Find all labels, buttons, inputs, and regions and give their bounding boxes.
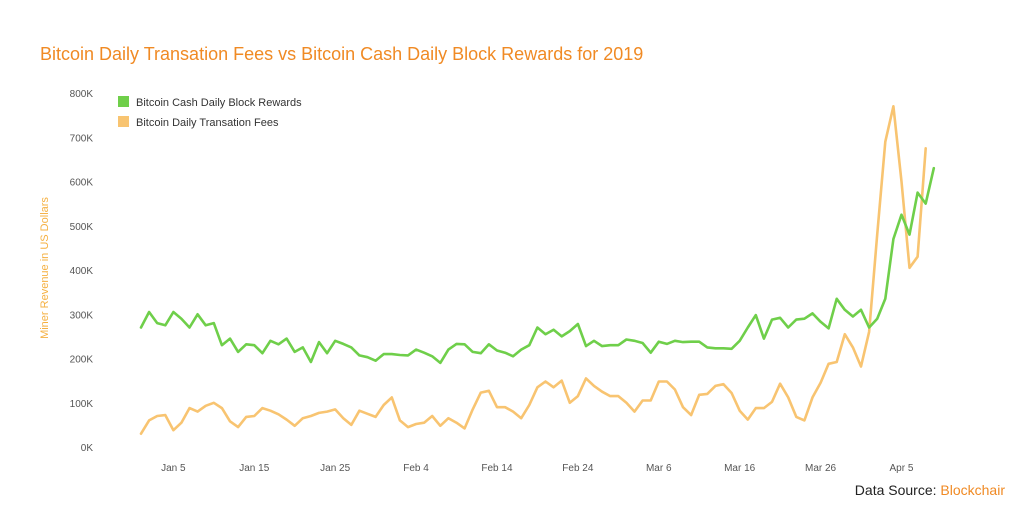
y-tick-label: 300K [70, 310, 94, 321]
legend-label-bch: Bitcoin Cash Daily Block Rewards [136, 97, 302, 109]
y-tick-label: 500K [70, 222, 94, 233]
y-tick-label: 800K [70, 89, 94, 100]
y-tick-label: 0K [81, 443, 94, 454]
y-tick-label: 400K [70, 266, 94, 277]
data-source: Data Source: Blockchair [855, 482, 1005, 498]
legend-swatch-btc [118, 116, 129, 127]
x-tick-label: Jan 5 [161, 463, 186, 474]
data-source-label: Data Source: [854, 482, 937, 498]
x-tick-label: Feb 4 [403, 463, 429, 474]
y-tick-label: 600K [70, 178, 94, 189]
x-tick-label: Jan 25 [320, 463, 350, 474]
x-tick-label: Mar 16 [724, 463, 756, 474]
legend: Bitcoin Cash Daily Block Rewards Bitcoin… [118, 96, 302, 129]
y-axis: 0K 100K 200K 300K 400K 500K 600K 700K 800K [70, 89, 94, 454]
legend-swatch-bch [118, 96, 129, 107]
y-tick-label: 200K [70, 355, 94, 366]
y-axis-label: Miner Revenue in US Dollars [39, 197, 51, 339]
y-tick-label: 700K [70, 133, 94, 144]
x-tick-label: Mar 26 [805, 463, 837, 474]
series-lines [139, 105, 936, 436]
data-source-name[interactable]: Blockchair [940, 482, 1005, 498]
x-tick-label: Mar 6 [646, 463, 672, 474]
series-line-bch [139, 166, 936, 365]
legend-label-btc: Bitcoin Daily Transation Fees [136, 117, 279, 129]
x-tick-label: Feb 24 [562, 463, 594, 474]
x-tick-label: Feb 14 [481, 463, 513, 474]
y-tick-label: 100K [70, 399, 94, 410]
series-line-btc [139, 105, 928, 436]
x-axis: Jan 5 Jan 15 Jan 25 Feb 4 Feb 14 Feb 24 Mar 6 M… [161, 463, 914, 474]
chart-title: Bitcoin Daily Transation Fees vs Bitcoin… [40, 44, 644, 64]
x-tick-label: Jan 15 [239, 463, 269, 474]
x-tick-label: Apr 5 [890, 463, 914, 474]
